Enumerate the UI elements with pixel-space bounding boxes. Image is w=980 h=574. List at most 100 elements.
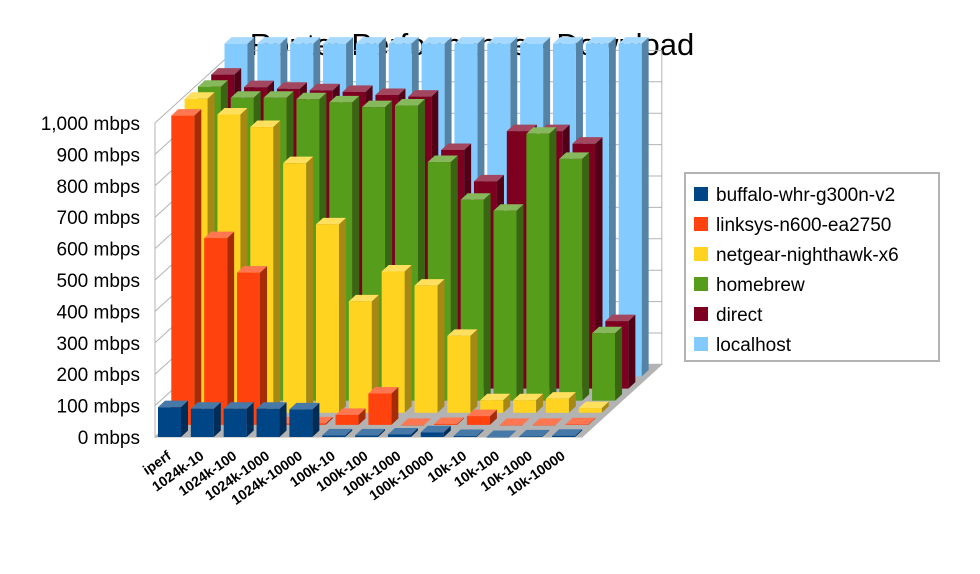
bar-netgear-nighthawk-x6-100k-1000 [414, 279, 445, 413]
bar-top [513, 393, 544, 401]
bar-top [532, 418, 563, 425]
bar-top [486, 430, 517, 437]
bar-top [421, 37, 452, 44]
bar-front [283, 163, 307, 413]
bar-netgear-nighthawk-x6-1024k-10000 [315, 217, 346, 413]
bar-front [223, 408, 247, 437]
bar-side [306, 156, 314, 413]
bar-top [348, 294, 379, 302]
y-tick-label: 900 mbps [57, 145, 140, 166]
bar-netgear-nighthawk-x6-1024k-1000 [283, 156, 314, 413]
bar-top [217, 108, 248, 115]
bar-front [499, 424, 523, 426]
bar-top [394, 99, 425, 106]
y-tick-label: 800 mbps [57, 177, 140, 198]
y-tick-label: 600 mbps [57, 240, 140, 261]
bar-top [190, 402, 221, 409]
legend-swatch [694, 247, 708, 261]
bar-top [493, 204, 524, 211]
bar-homebrew-10k-10 [493, 204, 524, 401]
bar-top [257, 37, 288, 44]
bar-top [618, 37, 649, 44]
legend-label: buffalo-whr-g300n-v2 [716, 185, 895, 206]
bar-top [223, 402, 254, 409]
bar-front [447, 335, 471, 413]
bar-top [401, 418, 432, 425]
bar-top [572, 137, 603, 144]
y-tick-label: 400 mbps [57, 302, 140, 323]
bar-front [513, 400, 537, 413]
bar-buffalo-whr-g300n-v2-100k-10000 [420, 425, 451, 437]
bar-side [338, 217, 346, 413]
bar-front [618, 43, 642, 377]
bar-side [213, 402, 221, 437]
bar-top [441, 143, 472, 150]
bar-linksys-n600-ea2750-1024k-10 [204, 231, 235, 425]
bar-front [171, 115, 195, 425]
bar-side [194, 109, 202, 425]
bar-buffalo-whr-g300n-v2-1024k-1000 [256, 402, 287, 437]
bar-top [480, 393, 511, 401]
bar-side [181, 400, 188, 437]
bar-top [499, 418, 530, 425]
bar-top [290, 37, 321, 44]
bar-side [443, 425, 451, 437]
bar-top [460, 193, 491, 200]
bar-top [224, 37, 255, 44]
x-axis-ticks: iperf1024k-101024k-1001024k-10001024k-10… [140, 447, 568, 508]
bar-side [378, 428, 386, 437]
bar-top [250, 120, 281, 128]
bar-front [381, 271, 405, 413]
legend-label: homebrew [716, 275, 805, 296]
bar-top [342, 85, 373, 92]
bar-top [236, 266, 267, 273]
bar-buffalo-whr-g300n-v2-10k-1000 [519, 429, 550, 437]
bar-linksys-n600-ea2750-100k-10 [335, 408, 366, 425]
bar-top [427, 155, 458, 163]
bar-buffalo-whr-g300n-v2-100k-100 [355, 428, 386, 437]
bar-localhost-10k-10000 [618, 37, 649, 377]
bar-buffalo-whr-g300n-v2-100k-1000 [387, 427, 418, 437]
bar-front [578, 408, 602, 413]
bar-front [526, 133, 550, 401]
bar-top [559, 152, 590, 159]
bar-front [348, 301, 372, 413]
y-tick-label: 200 mbps [57, 365, 140, 386]
legend-label: direct [716, 305, 763, 326]
bar-side [345, 428, 353, 437]
bar-front [204, 238, 228, 425]
legend-swatch [694, 337, 708, 351]
bar-side [568, 392, 576, 413]
bar-front [236, 272, 260, 425]
bar-top [230, 91, 261, 98]
bar-top [578, 401, 609, 409]
bar-front [401, 424, 425, 426]
bar-side [536, 393, 544, 413]
bar-linksys-n600-ea2750-100k-10000 [434, 417, 465, 425]
bar-side [489, 409, 497, 425]
bar-top [171, 109, 202, 116]
y-axis-ticks: 0 mbps 100 mbps 200 mbps 300 mbps 400 mbps 50… [41, 114, 140, 449]
bar-side [246, 402, 254, 437]
bar-side [503, 393, 511, 413]
bar-side [595, 137, 603, 389]
bar-homebrew-10k-100 [526, 127, 557, 401]
bar-buffalo-whr-g300n-v2-100k-10 [322, 428, 353, 437]
bar-netgear-nighthawk-x6-10k-10000 [578, 401, 609, 413]
bar-front [368, 393, 392, 425]
bar-top [283, 156, 314, 164]
bar-side [549, 127, 557, 401]
bar-top [197, 80, 228, 87]
bar-front [414, 285, 438, 413]
bar-linksys-n600-ea2750-100k-1000 [401, 418, 432, 426]
bar-netgear-nighthawk-x6-100k-100 [381, 265, 412, 413]
bar-side [615, 326, 623, 401]
bar-front [315, 224, 339, 413]
legend-swatch [694, 217, 708, 231]
bar-side [608, 37, 616, 377]
bar-side [404, 265, 412, 413]
bar-side [483, 193, 491, 401]
bar-side [410, 427, 418, 437]
y-tick-label: 100 mbps [57, 397, 140, 418]
bar-side [227, 231, 235, 425]
